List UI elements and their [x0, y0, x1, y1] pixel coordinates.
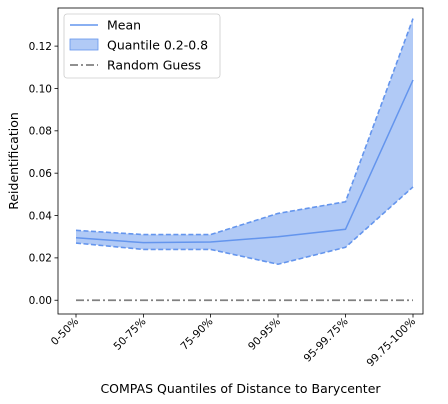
x-tick-label: 50-75%	[111, 316, 148, 353]
y-tick-label: 0.12	[29, 41, 52, 53]
y-tick-label: 0.00	[29, 295, 52, 307]
y-axis-title: Reidentification	[6, 112, 21, 210]
y-axis: 0.00 0.02 0.04 0.06 0.08 0.10 0.12	[29, 41, 58, 307]
x-tick-label: 95-99.75%	[302, 316, 351, 365]
plot-frame	[57, 7, 424, 315]
legend: Mean Quantile 0.2-0.8 Random Guess	[63, 13, 221, 79]
y-tick-label: 0.04	[29, 210, 53, 222]
y-tick-label: 0.06	[29, 168, 53, 180]
y-tick-label: 0.02	[29, 253, 52, 265]
line-layer	[75, 18, 414, 302]
x-tick-label: 0-50%	[49, 316, 81, 348]
y-tick-label: 0.08	[29, 126, 52, 138]
mean-line	[75, 79, 414, 244]
legend-label: Quantile 0.2-0.8	[107, 38, 208, 53]
legend-label: Mean	[107, 18, 141, 33]
legend-label: Random Guess	[107, 58, 201, 73]
quantile-lower-line	[75, 186, 414, 266]
x-tick-label: 90-95%	[246, 316, 283, 353]
x-tick-label: 75-90%	[178, 316, 215, 353]
quantile-upper-line	[75, 18, 414, 236]
legend-box	[63, 13, 221, 79]
x-axis: 0-50% 50-75% 75-90% 90-95% 95-99.75% 99.75-10…	[49, 314, 418, 369]
y-tick-label: 0.10	[29, 83, 52, 95]
legend-band-swatch	[69, 38, 99, 51]
x-axis-title: COMPAS Quantiles of Distance to Barycent…	[100, 381, 381, 396]
x-tick-label: 99.75-100%	[364, 316, 418, 370]
